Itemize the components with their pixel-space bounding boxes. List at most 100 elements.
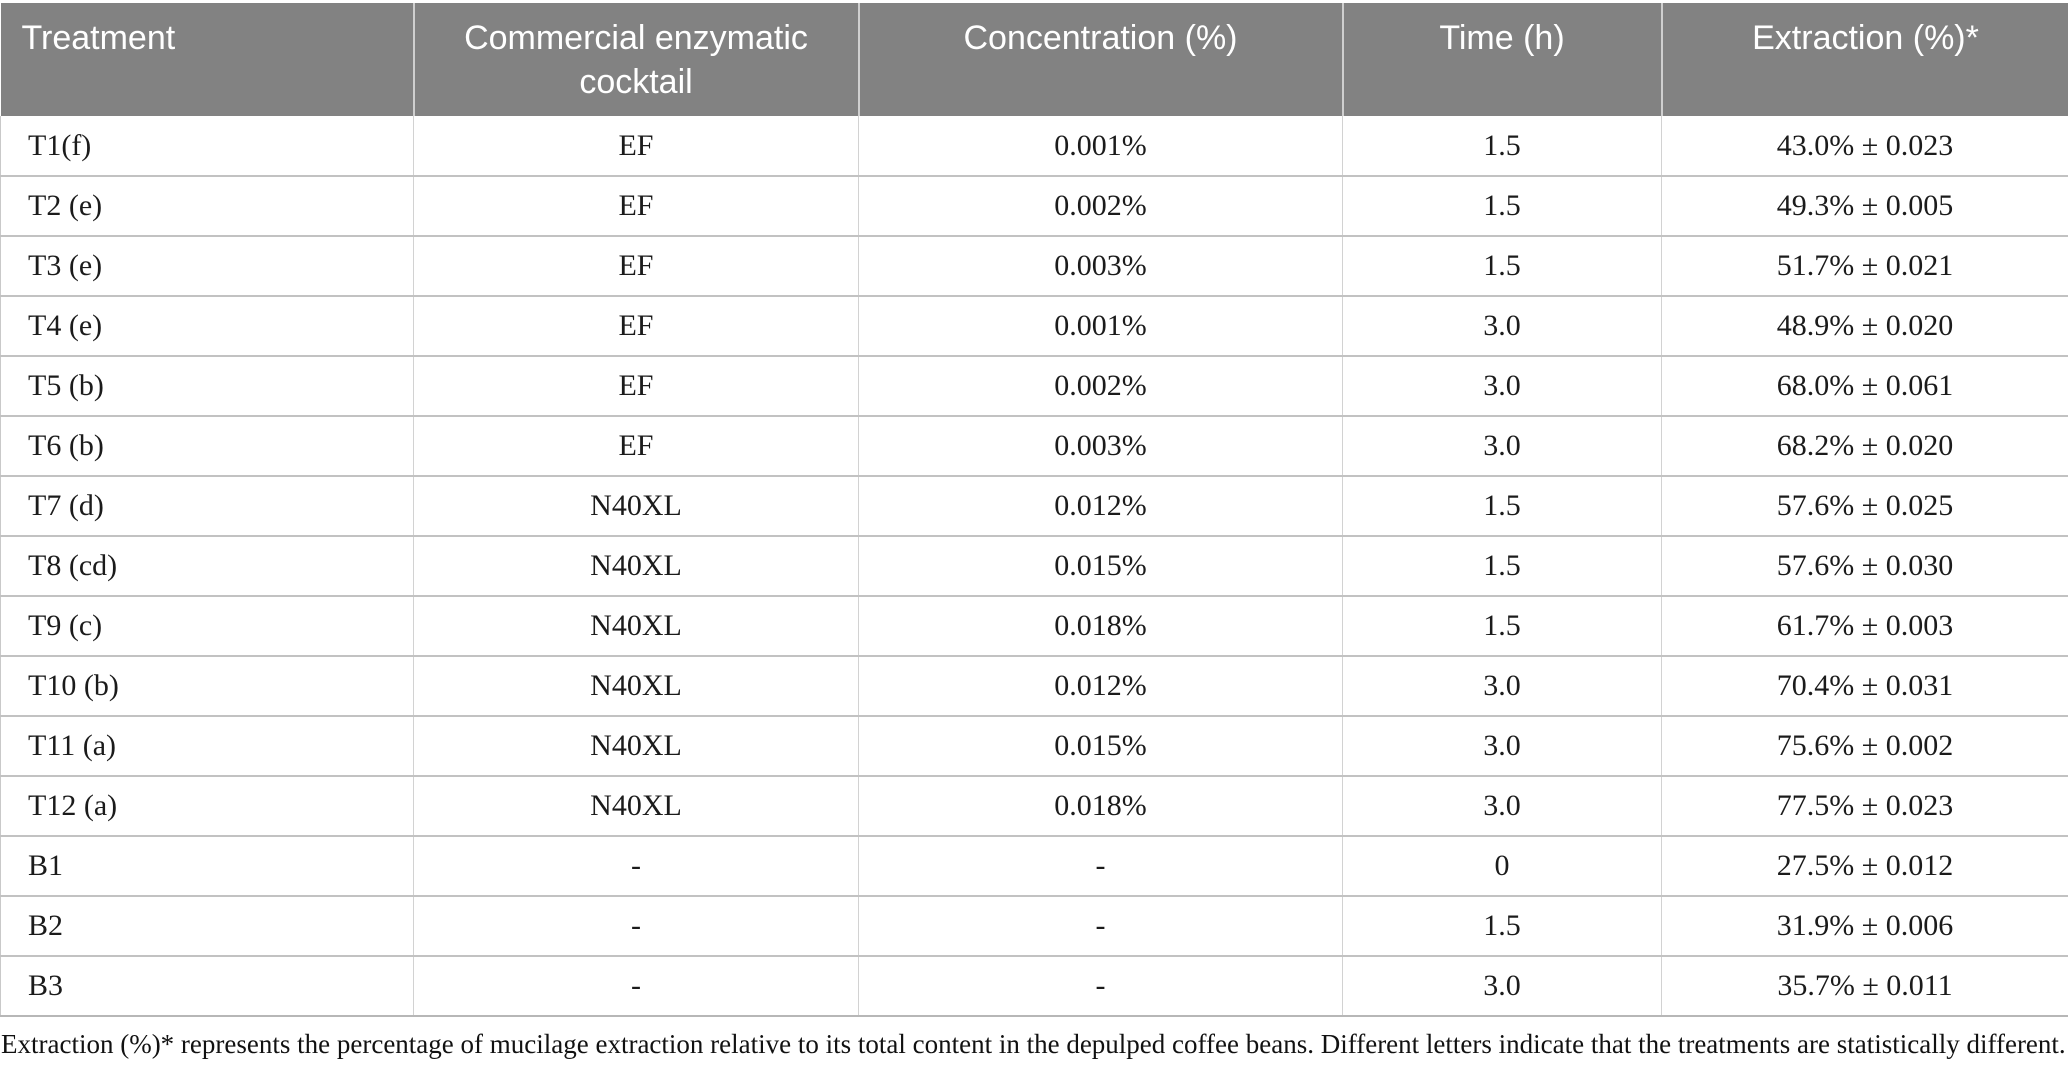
cell-concentration: 0.002%	[858, 175, 1343, 236]
cell-time: 3.0	[1342, 715, 1662, 776]
table-row: B3- -3.0 35.7% ± 0.011	[0, 955, 2068, 1016]
cell-time: 3.0	[1342, 955, 1662, 1016]
cell-treatment: T12 (a)	[0, 775, 414, 836]
treatments-table: Treatment Commercial enzymatic cocktail Co…	[0, 3, 2068, 1017]
cell-treatment: T7 (d)	[0, 475, 414, 536]
cell-extraction: 70.4% ± 0.031	[1661, 655, 2068, 716]
table-row: T10 (b) N40XL 0.012% 3.0 70.4% ± 0.031	[0, 655, 2068, 716]
cell-extraction: 68.2% ± 0.020	[1661, 415, 2068, 476]
table-row: T8 (cd) N40XL 0.015% 1.5 57.6% ± 0.030	[0, 535, 2068, 596]
cell-concentration: 0.018%	[858, 775, 1343, 836]
cell-time: 1.5	[1342, 235, 1662, 296]
table-row: T9 (c) N40XL 0.018% 1.5 61.7% ± 0.003	[0, 595, 2068, 656]
cell-time: 1.5	[1342, 895, 1662, 956]
table-row: T5 (b) EF 0.002% 3.0 68.0% ± 0.061	[0, 355, 2068, 416]
cell-extraction: 61.7% ± 0.003	[1661, 595, 2068, 656]
cell-cocktail: EF	[413, 355, 859, 416]
cell-time: 3.0	[1342, 655, 1662, 716]
cell-concentration: 0.012%	[858, 655, 1343, 716]
cell-extraction: 51.7% ± 0.021	[1661, 235, 2068, 296]
cell-concentration: 0.015%	[858, 715, 1343, 776]
cell-treatment: T4 (e)	[0, 295, 414, 356]
table-body: T1(f) EF 0.001% 1.5 43.0% ± 0.023 T2 (e) EF 0.0…	[0, 116, 2068, 1016]
cell-concentration: 0.018%	[858, 595, 1343, 656]
cell-extraction: 43.0% ± 0.023	[1661, 116, 2068, 176]
table-row: T4 (e) EF 0.001% 3.0 48.9% ± 0.020	[0, 295, 2068, 356]
cell-treatment: T11 (a)	[0, 715, 414, 776]
cell-concentration: 0.003%	[858, 235, 1343, 296]
cell-treatment: T8 (cd)	[0, 535, 414, 596]
cell-time: 3.0	[1342, 775, 1662, 836]
cell-cocktail: -	[413, 835, 859, 896]
table-figure: Treatment Commercial enzymatic cocktail Co…	[0, 3, 2068, 1059]
cell-cocktail: N40XL	[413, 715, 859, 776]
table-row: T2 (e) EF 0.002% 1.5 49.3% ± 0.005	[0, 175, 2068, 236]
table-row: T11 (a) N40XL 0.015% 3.0 75.6% ± 0.002	[0, 715, 2068, 776]
column-header-extraction: Extraction (%)*	[1660, 3, 2068, 116]
cell-treatment: B1	[0, 835, 414, 896]
cell-cocktail: EF	[413, 415, 859, 476]
cell-cocktail: EF	[413, 116, 859, 176]
cell-treatment: T6 (b)	[0, 415, 414, 476]
cell-treatment: B2	[0, 895, 414, 956]
cell-extraction: 77.5% ± 0.023	[1661, 775, 2068, 836]
table-row: T6 (b) EF 0.003% 3.0 68.2% ± 0.020	[0, 415, 2068, 476]
cell-cocktail: EF	[413, 175, 859, 236]
cell-concentration: -	[858, 955, 1343, 1016]
cell-time: 1.5	[1342, 475, 1662, 536]
cell-cocktail: N40XL	[413, 535, 859, 596]
cell-time: 1.5	[1342, 535, 1662, 596]
cell-extraction: 49.3% ± 0.005	[1661, 175, 2068, 236]
cell-concentration: 0.015%	[858, 535, 1343, 596]
cell-extraction: 57.6% ± 0.025	[1661, 475, 2068, 536]
cell-cocktail: N40XL	[413, 775, 859, 836]
cell-time: 3.0	[1342, 295, 1662, 356]
cell-treatment: T2 (e)	[0, 175, 414, 236]
cell-cocktail: EF	[413, 235, 859, 296]
cell-concentration: 0.001%	[858, 295, 1343, 356]
cell-time: 1.5	[1342, 175, 1662, 236]
table-row: T1(f) EF 0.001% 1.5 43.0% ± 0.023	[0, 116, 2068, 176]
cell-treatment: T3 (e)	[0, 235, 414, 296]
table-footnote: Extraction (%)* represents the percentag…	[1, 1029, 2066, 1059]
column-header-cocktail: Commercial enzymatic cocktail	[412, 3, 859, 116]
cell-time: 0	[1342, 835, 1662, 896]
cell-time: 1.5	[1342, 116, 1662, 176]
cell-treatment: T10 (b)	[0, 655, 414, 716]
cell-treatment: B3	[0, 955, 414, 1016]
table-row: B1- -0 27.5% ± 0.012	[0, 835, 2068, 896]
cell-concentration: 0.012%	[858, 475, 1343, 536]
table-row: B2- -1.5 31.9% ± 0.006	[0, 895, 2068, 956]
cell-concentration: 0.003%	[858, 415, 1343, 476]
cell-time: 3.0	[1342, 415, 1662, 476]
cell-cocktail: N40XL	[413, 595, 859, 656]
cell-extraction: 68.0% ± 0.061	[1661, 355, 2068, 416]
column-header-concentration: Concentration (%)	[857, 3, 1343, 116]
cell-cocktail: N40XL	[413, 655, 859, 716]
cell-treatment: T5 (b)	[0, 355, 414, 416]
table-row: T3 (e) EF 0.003% 1.5 51.7% ± 0.021	[0, 235, 2068, 296]
cell-extraction: 57.6% ± 0.030	[1661, 535, 2068, 596]
cell-concentration: 0.001%	[858, 116, 1343, 176]
cell-concentration: -	[858, 895, 1343, 956]
cell-time: 3.0	[1342, 355, 1662, 416]
cell-extraction: 31.9% ± 0.006	[1661, 895, 2068, 956]
cell-treatment: T9 (c)	[0, 595, 414, 656]
cell-concentration: 0.002%	[858, 355, 1343, 416]
cell-cocktail: N40XL	[413, 475, 859, 536]
cell-cocktail: -	[413, 955, 859, 1016]
column-header-treatment: Treatment	[0, 3, 414, 116]
cell-extraction: 27.5% ± 0.012	[1661, 835, 2068, 896]
cell-extraction: 75.6% ± 0.002	[1661, 715, 2068, 776]
column-header-time: Time (h)	[1341, 3, 1662, 116]
cell-extraction: 48.9% ± 0.020	[1661, 295, 2068, 356]
cell-concentration: -	[858, 835, 1343, 896]
cell-cocktail: -	[413, 895, 859, 956]
table-row: T7 (d) N40XL 0.012% 1.5 57.6% ± 0.025	[0, 475, 2068, 536]
header-row: Treatment Commercial enzymatic cocktail Co…	[0, 3, 2068, 116]
table-row: T12 (a) N40XL 0.018% 3.0 77.5% ± 0.023	[0, 775, 2068, 836]
cell-extraction: 35.7% ± 0.011	[1661, 955, 2068, 1016]
cell-time: 1.5	[1342, 595, 1662, 656]
cell-cocktail: EF	[413, 295, 859, 356]
cell-treatment: T1(f)	[0, 116, 414, 176]
